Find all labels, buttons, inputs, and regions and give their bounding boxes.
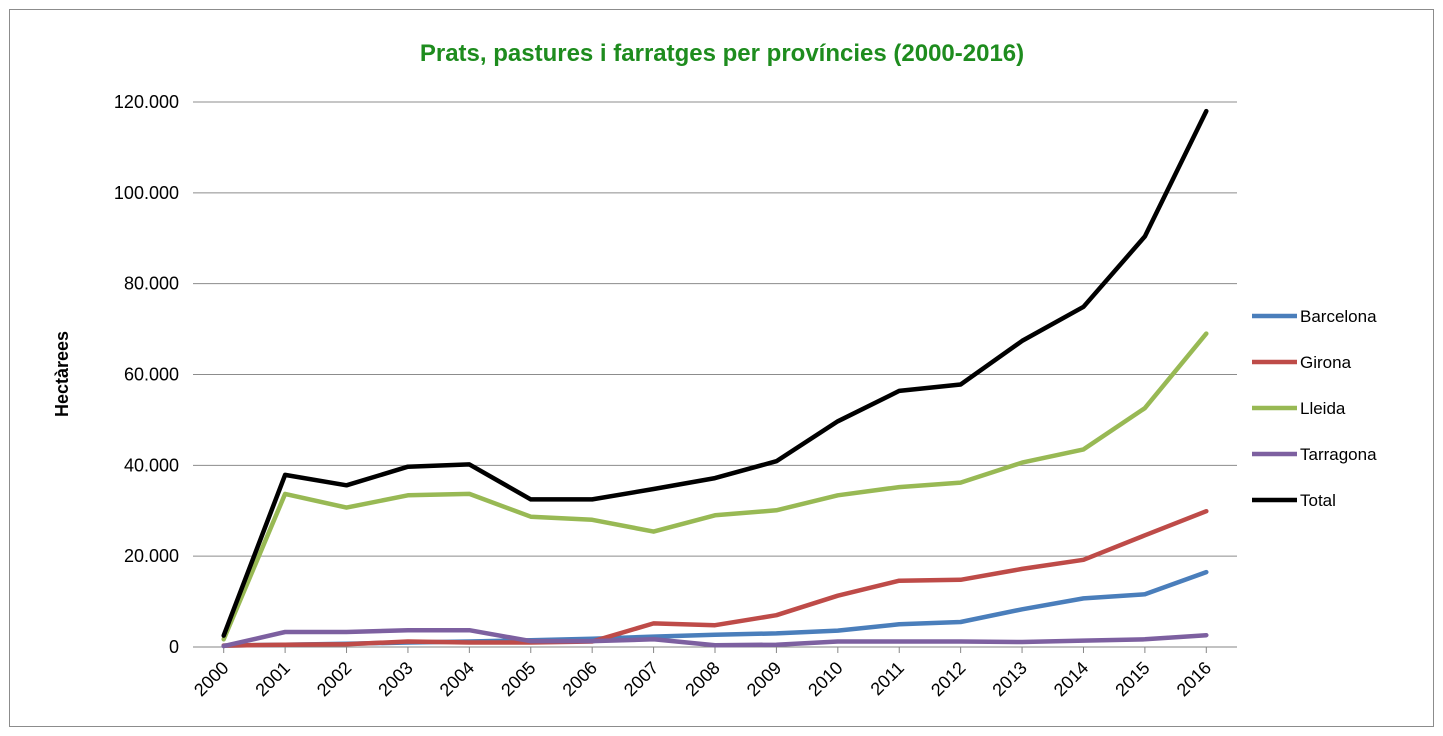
chart-title: Prats, pastures i farratges per provínci…	[420, 40, 1024, 67]
series-line-barcelona	[221, 569, 1209, 648]
series-lines	[221, 108, 1209, 649]
legend-item-lleida: Lleida	[1252, 399, 1346, 418]
x-tick-label: 2015	[1111, 658, 1153, 700]
legend-item-girona: Girona	[1252, 353, 1352, 372]
y-tick-label: 0	[169, 637, 179, 657]
y-tick-label: 60.000	[124, 365, 179, 385]
y-tick-label: 20.000	[124, 546, 179, 566]
y-tick-label: 40.000	[124, 455, 179, 475]
legend-label: Girona	[1300, 353, 1352, 372]
x-tick-label: 2005	[497, 658, 539, 700]
legend: Barcelona Girona Lleida Tarragona Total	[1252, 307, 1377, 510]
series-line-girona	[221, 508, 1209, 648]
legend-label: Lleida	[1300, 399, 1346, 418]
x-tick-label: 2000	[190, 658, 232, 700]
x-tick-label: 2011	[867, 658, 909, 700]
x-tick-label: 2009	[743, 658, 785, 700]
legend-item-tarragona: Tarragona	[1252, 445, 1377, 464]
series-line-total	[221, 108, 1209, 638]
y-tick-label: 100.000	[114, 183, 179, 203]
x-tick-label: 2014	[1050, 658, 1092, 700]
legend-label: Total	[1300, 491, 1336, 510]
x-tick-label: 2008	[681, 658, 723, 700]
x-tick-label: 2016	[1173, 658, 1215, 700]
legend-item-total: Total	[1252, 491, 1336, 510]
x-tick-label: 2003	[374, 658, 416, 700]
legend-item-barcelona: Barcelona	[1252, 307, 1377, 326]
y-tick-label: 80.000	[124, 274, 179, 294]
y-axis-title: Hectàrees	[52, 331, 72, 417]
x-tick-label: 2001	[251, 658, 293, 700]
x-tick-label: 2007	[620, 658, 662, 700]
x-tick-label: 2004	[436, 658, 478, 700]
x-tick-label: 2002	[313, 658, 355, 700]
legend-label: Tarragona	[1300, 445, 1377, 464]
x-axis-ticks: 2000 2001 2002 2003 2004 2005 2006 2007 2008 2009…	[190, 647, 1215, 700]
x-tick-label: 2013	[988, 658, 1030, 700]
y-axis-ticks: 0 20.000 40.000 60.000 80.000 100.000 120.000	[114, 92, 179, 657]
series-line-lleida	[221, 331, 1209, 642]
x-tick-label: 2012	[927, 658, 969, 700]
x-tick-label: 2010	[804, 658, 846, 700]
series-line-tarragona	[221, 627, 1209, 649]
x-tick-label: 2006	[559, 658, 601, 700]
gridlines	[193, 101, 1237, 648]
y-tick-label: 120.000	[114, 92, 179, 112]
legend-label: Barcelona	[1300, 307, 1377, 326]
